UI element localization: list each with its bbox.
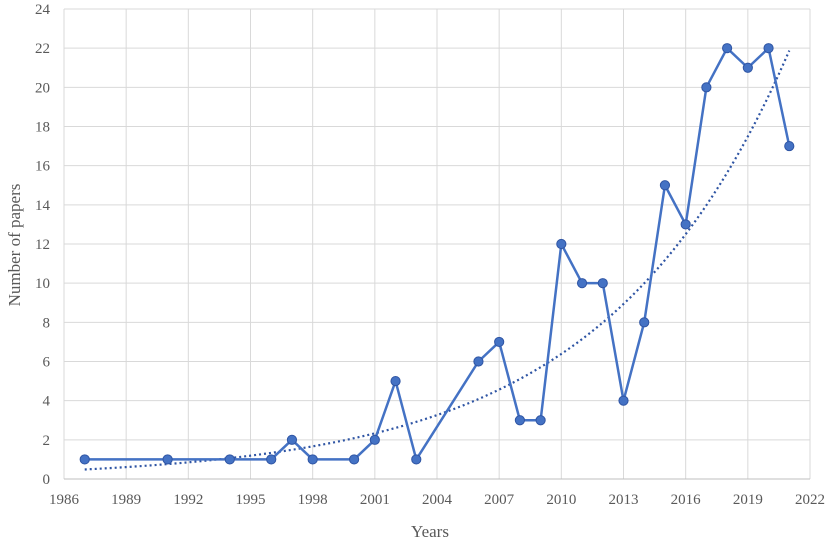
data-point-2009 <box>535 415 546 426</box>
x-axis-title: Years <box>411 522 449 541</box>
data-point-2006 <box>473 356 484 367</box>
data-point-2016 <box>680 219 691 230</box>
y-tick-20: 20 <box>35 80 50 96</box>
y-axis-title: Number of papers <box>5 184 24 307</box>
data-point-1994 <box>224 454 235 465</box>
data-point-2008 <box>514 415 525 426</box>
y-tick-2: 2 <box>43 433 51 449</box>
y-tick-8: 8 <box>43 315 51 331</box>
data-point-2000 <box>349 454 360 465</box>
x-tick-2010: 2010 <box>546 492 576 508</box>
y-tick-18: 18 <box>35 120 50 136</box>
data-point-2017 <box>701 82 712 93</box>
y-tick-4: 4 <box>43 394 51 410</box>
data-point-2007 <box>494 336 505 348</box>
x-tick-2019: 2019 <box>733 492 763 508</box>
x-tick-2013: 2013 <box>609 492 639 508</box>
y-tick-10: 10 <box>35 276 50 292</box>
data-point-1996 <box>266 454 277 465</box>
data-point-1997 <box>286 434 298 445</box>
x-tick-2016: 2016 <box>671 492 702 508</box>
x-tick-2022: 2022 <box>795 492 825 508</box>
data-point-2013 <box>618 395 629 406</box>
data-point-2020 <box>763 43 774 54</box>
data-point-2001 <box>369 434 380 445</box>
data-point-1991 <box>162 454 173 465</box>
y-tick-22: 22 <box>35 41 50 57</box>
x-tick-1995: 1995 <box>236 492 266 508</box>
x-tick-1998: 1998 <box>298 492 328 508</box>
data-point-1987 <box>79 454 90 465</box>
x-tick-2001: 2001 <box>360 492 390 508</box>
y-tick-24: 24 <box>35 2 51 18</box>
data-point-2011 <box>576 278 588 289</box>
data-point-2021 <box>784 140 795 152</box>
data-point-2002 <box>390 375 401 387</box>
gridlines <box>63 8 811 479</box>
x-tick-2004: 2004 <box>422 492 453 508</box>
y-tick-16: 16 <box>35 159 51 175</box>
x-tick-2007: 2007 <box>484 492 515 508</box>
y-tick-12: 12 <box>35 237 50 253</box>
x-tick-1986: 1986 <box>49 492 80 508</box>
x-tick-1992: 1992 <box>173 492 203 508</box>
y-tick-6: 6 <box>43 355 51 371</box>
data-point-2003 <box>411 454 422 465</box>
data-point-2018 <box>722 43 733 54</box>
data-point-1998 <box>307 454 318 465</box>
series-layer <box>79 43 795 465</box>
data-point-2012 <box>597 278 608 289</box>
data-point-2010 <box>556 238 567 250</box>
x-tick-1989: 1989 <box>111 492 141 508</box>
data-point-2014 <box>639 317 650 328</box>
data-point-2015 <box>659 180 671 191</box>
data-point-2019 <box>742 62 753 73</box>
x-tick-labels: 1986 1989 1992 1995 1998 2001 2004 2007 2010 2013… <box>49 492 825 508</box>
y-tick-14: 14 <box>35 198 51 214</box>
y-tick-0: 0 <box>43 472 51 488</box>
